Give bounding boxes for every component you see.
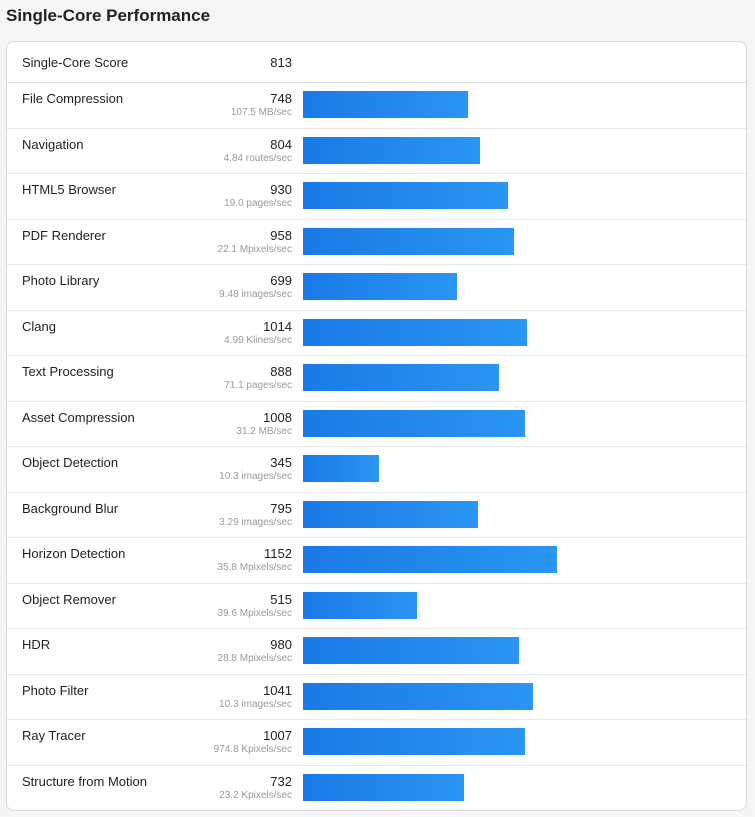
benchmark-name: Photo Library [22, 273, 100, 288]
benchmark-score: 1007 [263, 728, 292, 743]
benchmark-rate: 22.1 Mpixels/sec [217, 243, 292, 255]
table-row: Asset Compression 1008 31.2 MB/sec [7, 402, 746, 447]
score-bar [303, 728, 525, 755]
table-row: Photo Library 699 9.48 images/sec [7, 265, 746, 311]
table-row: Background Blur 795 3.29 images/sec [7, 493, 746, 538]
benchmark-rate: 974.8 Kpixels/sec [213, 744, 292, 755]
benchmark-name: File Compression [22, 91, 124, 106]
score-bar [303, 546, 557, 573]
score-bar [303, 318, 527, 346]
benchmark-score: 1008 [263, 409, 292, 425]
benchmark-name: Navigation [22, 136, 84, 152]
score-bar [303, 182, 508, 209]
score-bar [303, 500, 478, 528]
benchmark-score: 1152 [264, 546, 292, 561]
table-row: Text Processing 888 71.1 pages/sec [7, 356, 746, 402]
single-core-score-row: Single-Core Score 813 [7, 42, 746, 83]
table-row: Structure from Motion 732 23.2 Kpixels/sec [7, 766, 746, 811]
benchmark-name: Structure from Motion [22, 773, 147, 789]
table-row: HDR 980 28.8 Mpixels/sec [7, 629, 746, 675]
benchmark-score: 1014 [263, 318, 292, 334]
benchmark-name: HTML5 Browser [22, 182, 116, 197]
score-value: 813 [270, 55, 292, 70]
table-row: Navigation 804 4.84 routes/sec [7, 129, 746, 174]
benchmark-name: Text Processing [22, 364, 114, 379]
benchmark-name: Horizon Detection [22, 546, 126, 561]
benchmark-rate: 28.8 Mpixels/sec [217, 653, 292, 664]
benchmark-name: Background Blur [22, 500, 119, 516]
benchmark-score: 748 [270, 91, 292, 106]
benchmark-name: PDF Renderer [22, 227, 106, 243]
score-bar [303, 455, 379, 482]
benchmark-name: Asset Compression [22, 409, 135, 425]
benchmark-rate: 71.1 pages/sec [224, 380, 292, 391]
benchmark-name: Clang [22, 318, 56, 334]
table-row: HTML5 Browser 930 19.0 pages/sec [7, 174, 746, 220]
benchmark-rate: 4.99 Klines/sec [224, 334, 292, 346]
page-title: Single-Core Performance [6, 6, 211, 25]
benchmark-name: HDR [22, 637, 51, 652]
benchmark-rate: 107.5 MB/sec [230, 107, 292, 118]
benchmark-score: 958 [270, 227, 292, 243]
table-row: Object Detection 345 10.3 images/sec [7, 447, 746, 493]
score-bar [303, 227, 514, 255]
score-bar [303, 409, 525, 437]
benchmark-score: 515 [270, 591, 292, 607]
benchmark-rate: 4.84 routes/sec [223, 152, 292, 164]
benchmark-rate: 3.29 images/sec [219, 516, 292, 528]
benchmark-score: 795 [270, 500, 292, 516]
score-bar [303, 364, 499, 391]
score-bar [303, 682, 533, 710]
benchmark-rate: 35.8 Mpixels/sec [217, 562, 292, 573]
benchmark-rate: 10.3 images/sec [219, 471, 292, 482]
table-row: File Compression 748 107.5 MB/sec [7, 83, 746, 129]
benchmark-score: 345 [270, 455, 292, 470]
table-row: Horizon Detection 1152 35.8 Mpixels/sec [7, 538, 746, 584]
benchmark-name: Object Detection [22, 455, 119, 470]
score-bar [303, 136, 480, 164]
table-row: Photo Filter 1041 10.3 images/sec [7, 675, 746, 720]
score-label: Single-Core Score [22, 55, 129, 70]
results-table: Single-Core Score 813 File Compression 74… [6, 41, 747, 811]
benchmark-rate: 10.3 images/sec [219, 698, 292, 710]
score-bar [303, 91, 468, 118]
score-bar [303, 273, 457, 300]
score-bar [303, 773, 464, 801]
benchmark-rate: 31.2 MB/sec [236, 425, 292, 437]
benchmark-rate: 39.6 Mpixels/sec [217, 607, 292, 619]
table-row: Object Remover 515 39.6 Mpixels/sec [7, 584, 746, 629]
benchmark-score: 1041 [263, 682, 292, 698]
benchmark-score: 732 [270, 773, 292, 789]
table-row: PDF Renderer 958 22.1 Mpixels/sec [7, 220, 746, 265]
score-bar [303, 591, 417, 619]
benchmark-rate: 23.2 Kpixels/sec [219, 789, 292, 801]
benchmark-score: 804 [270, 136, 292, 152]
score-bar [303, 637, 519, 664]
benchmark-rate: 9.48 images/sec [219, 289, 292, 300]
benchmark-rate: 19.0 pages/sec [224, 198, 292, 209]
benchmark-name: Photo Filter [22, 682, 89, 698]
table-row: Ray Tracer 1007 974.8 Kpixels/sec [7, 720, 746, 766]
benchmark-list: File Compression 748 107.5 MB/sec Navigatio… [7, 83, 746, 811]
benchmark-score: 888 [270, 364, 292, 379]
benchmark-score: 980 [270, 637, 292, 652]
table-row: Clang 1014 4.99 Klines/sec [7, 311, 746, 356]
benchmark-score: 930 [270, 182, 292, 197]
benchmark-score: 699 [270, 273, 292, 288]
benchmark-name: Ray Tracer [22, 728, 86, 743]
benchmark-name: Object Remover [22, 591, 116, 607]
